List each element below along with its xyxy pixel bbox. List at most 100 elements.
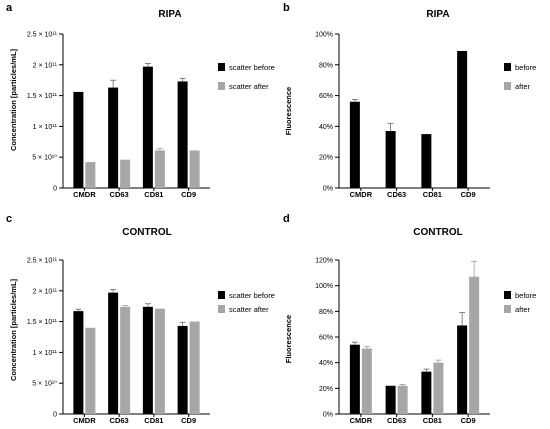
bar-c-cd9-1 xyxy=(189,321,200,414)
x-tick-label: CMDR xyxy=(350,190,373,199)
y-tick-label: 0% xyxy=(323,186,333,193)
bar-d-cd9-1 xyxy=(469,276,480,414)
y-tick-label: 20% xyxy=(319,155,333,162)
y-axis-label: Fluorescence xyxy=(284,315,293,363)
bar-a-cmdr-1 xyxy=(85,162,96,188)
bar-c-cd81-0 xyxy=(142,306,153,414)
y-tick-label: 20% xyxy=(319,386,333,393)
panel-label: d xyxy=(283,213,290,225)
bar-b-cd81-0 xyxy=(421,134,432,188)
y-tick-label: 0 xyxy=(53,186,57,193)
y-tick-label: 2 × 10¹¹ xyxy=(33,62,58,69)
legend-label: after xyxy=(515,305,531,314)
x-tick-label: CD9 xyxy=(461,190,476,199)
x-tick-label: CMDR xyxy=(73,416,96,425)
y-tick-label: 2 × 10¹¹ xyxy=(33,288,58,295)
legend-label: scatter before xyxy=(229,291,275,300)
y-tick-label: 80% xyxy=(319,309,333,316)
bar-c-cmdr-0 xyxy=(73,311,84,414)
bar-a-cd63-1 xyxy=(120,159,131,188)
bar-d-cd9-0 xyxy=(457,325,468,414)
legend-label: scatter after xyxy=(229,305,269,314)
bar-d-cd81-1 xyxy=(433,362,444,414)
bar-d-cd81-0 xyxy=(421,371,432,414)
x-tick-label: CD81 xyxy=(423,416,442,425)
x-tick-label: CD63 xyxy=(110,190,129,199)
y-tick-label: 40% xyxy=(319,124,333,131)
y-axis-label: Concentration [particles/mL] xyxy=(9,48,18,151)
bar-d-cd63-0 xyxy=(385,385,396,414)
legend-swatch xyxy=(504,82,511,90)
y-tick-label: 2.5 × 10¹¹ xyxy=(27,258,58,265)
legend-label: before xyxy=(515,291,536,300)
bar-c-cd63-1 xyxy=(120,306,131,414)
y-tick-label: 1 × 10¹¹ xyxy=(33,124,58,131)
y-tick-label: 5 × 10¹⁰ xyxy=(32,154,57,162)
bar-c-cd81-1 xyxy=(154,308,165,414)
legend-swatch xyxy=(218,305,225,313)
y-tick-label: 5 × 10¹⁰ xyxy=(32,380,57,388)
y-tick-label: 80% xyxy=(319,62,333,69)
y-tick-label: 100% xyxy=(315,32,333,39)
panel-label: c xyxy=(6,213,12,225)
bar-a-cd81-0 xyxy=(142,66,153,188)
y-tick-label: 60% xyxy=(319,335,333,342)
bar-a-cd81-1 xyxy=(154,150,165,188)
y-tick-label: 1.5 × 10¹¹ xyxy=(27,319,58,326)
x-tick-label: CD81 xyxy=(144,190,163,199)
bar-a-cd9-1 xyxy=(189,150,200,188)
y-tick-label: 120% xyxy=(315,258,333,265)
x-tick-label: CD63 xyxy=(387,416,406,425)
x-tick-label: CD63 xyxy=(110,416,129,425)
x-tick-label: CD9 xyxy=(181,190,196,199)
legend-swatch xyxy=(504,63,511,71)
x-tick-label: CD81 xyxy=(144,416,163,425)
x-tick-label: CMDR xyxy=(350,416,373,425)
bar-b-cd63-0 xyxy=(385,131,396,188)
bar-a-cmdr-0 xyxy=(73,91,84,188)
y-tick-label: 40% xyxy=(319,360,333,367)
bar-d-cd63-1 xyxy=(397,385,408,414)
x-tick-label: CD9 xyxy=(181,416,196,425)
bar-b-cd9-0 xyxy=(457,50,468,188)
chart-title: CONTROL xyxy=(413,227,462,238)
y-tick-label: 100% xyxy=(315,283,333,290)
x-tick-label: CD81 xyxy=(423,190,442,199)
y-tick-label: 60% xyxy=(319,93,333,100)
legend-label: scatter before xyxy=(229,63,275,72)
chart-panel-c: c CONTROL Concentration [particles/mL] 0 5 ×… xyxy=(6,213,275,425)
bar-d-cmdr-1 xyxy=(361,348,372,414)
bar-a-cd63-0 xyxy=(108,87,119,188)
legend-swatch xyxy=(504,305,511,313)
y-axis-label: Fluorescence xyxy=(284,87,293,135)
x-tick-label: CMDR xyxy=(73,190,96,199)
y-tick-label: 1 × 10¹¹ xyxy=(33,350,58,357)
bar-c-cd63-0 xyxy=(108,292,119,414)
bar-d-cmdr-0 xyxy=(349,344,360,414)
chart-title: CONTROL xyxy=(122,227,171,238)
y-tick-label: 2.5 × 10¹¹ xyxy=(27,32,58,39)
y-axis-label: Concentration [particles/mL] xyxy=(9,278,18,381)
legend-label: scatter after xyxy=(229,82,269,91)
x-tick-label: CD63 xyxy=(387,190,406,199)
legend-swatch xyxy=(218,291,225,299)
chart-title: RIPA xyxy=(426,9,449,20)
legend-label: before xyxy=(515,63,536,72)
y-tick-label: 1.5 × 10¹¹ xyxy=(27,93,58,100)
y-tick-label: 0% xyxy=(323,412,333,419)
panel-label: b xyxy=(283,2,290,14)
chart-panel-d: d CONTROL Fluorescence 0% 20% 40% 60% 80% 100% 12… xyxy=(283,213,536,425)
panel-label: a xyxy=(6,2,13,14)
x-tick-label: CD9 xyxy=(461,416,476,425)
bar-c-cd9-0 xyxy=(177,325,188,414)
y-tick-label: 0 xyxy=(53,412,57,419)
legend-swatch xyxy=(218,82,225,90)
bar-b-cmdr-0 xyxy=(349,101,360,188)
chart-title: RIPA xyxy=(158,9,181,20)
bar-a-cd9-0 xyxy=(177,81,188,188)
chart-panel-a: a RIPA Concentration [particles/mL] 0 5 × 10… xyxy=(6,2,275,199)
legend-swatch xyxy=(218,63,225,71)
chart-panel-b: b RIPA Fluorescence 0% 20% 40% 60% 80% 100% CMDR C… xyxy=(283,2,536,199)
bar-c-cmdr-1 xyxy=(85,327,96,414)
